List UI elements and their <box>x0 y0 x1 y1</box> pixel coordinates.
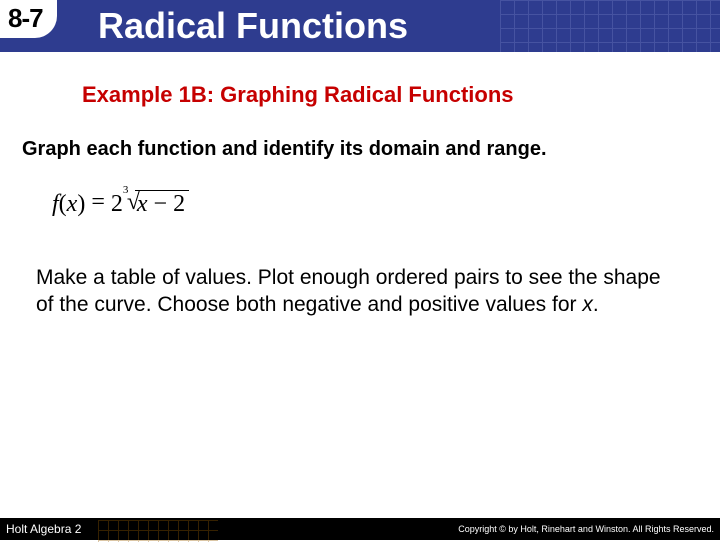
footer-grid-decoration <box>98 520 218 542</box>
footer-copyright: Copyright © by Holt, Rinehart and Winsto… <box>458 524 714 534</box>
book-title: Holt Algebra 2 <box>6 522 81 536</box>
explain-var: x <box>582 293 593 316</box>
radicand-const: 2 <box>173 191 185 217</box>
explain-end: . <box>593 293 599 316</box>
formula-paren-close: ) <box>77 191 85 217</box>
slide-footer: Holt Algebra 2 Copyright © by Holt, Rine… <box>0 518 720 540</box>
formula-radical: 3 √ x − 2 <box>125 190 189 218</box>
formula-f: f <box>52 191 59 217</box>
example-heading: Example 1B: Graphing Radical Functions <box>82 82 698 108</box>
slide-title: Radical Functions <box>98 5 408 47</box>
slide-header: 8-7 Radical Functions <box>0 0 720 52</box>
radicand-op: − <box>154 191 168 217</box>
explain-body: Make a table of values. Plot enough orde… <box>36 266 661 316</box>
slide-content: Example 1B: Graphing Radical Functions G… <box>0 52 720 319</box>
radicand: x − 2 <box>135 190 189 218</box>
lesson-number-badge: 8-7 <box>0 0 57 38</box>
formula-coef: 2 <box>111 191 123 217</box>
header-grid-decoration <box>500 0 720 52</box>
formula-paren-open: ( <box>59 191 67 217</box>
formula-x: x <box>67 191 78 217</box>
formula-equals: = <box>91 189 105 215</box>
function-formula: f(x)=2 3 √ x − 2 <box>52 190 698 230</box>
instruction-text: Graph each function and identify its dom… <box>22 136 698 162</box>
explanation-text: Make a table of values. Plot enough orde… <box>36 264 678 319</box>
footer-book: Holt Algebra 2 <box>6 522 81 536</box>
radical-surd: √ <box>127 189 140 216</box>
